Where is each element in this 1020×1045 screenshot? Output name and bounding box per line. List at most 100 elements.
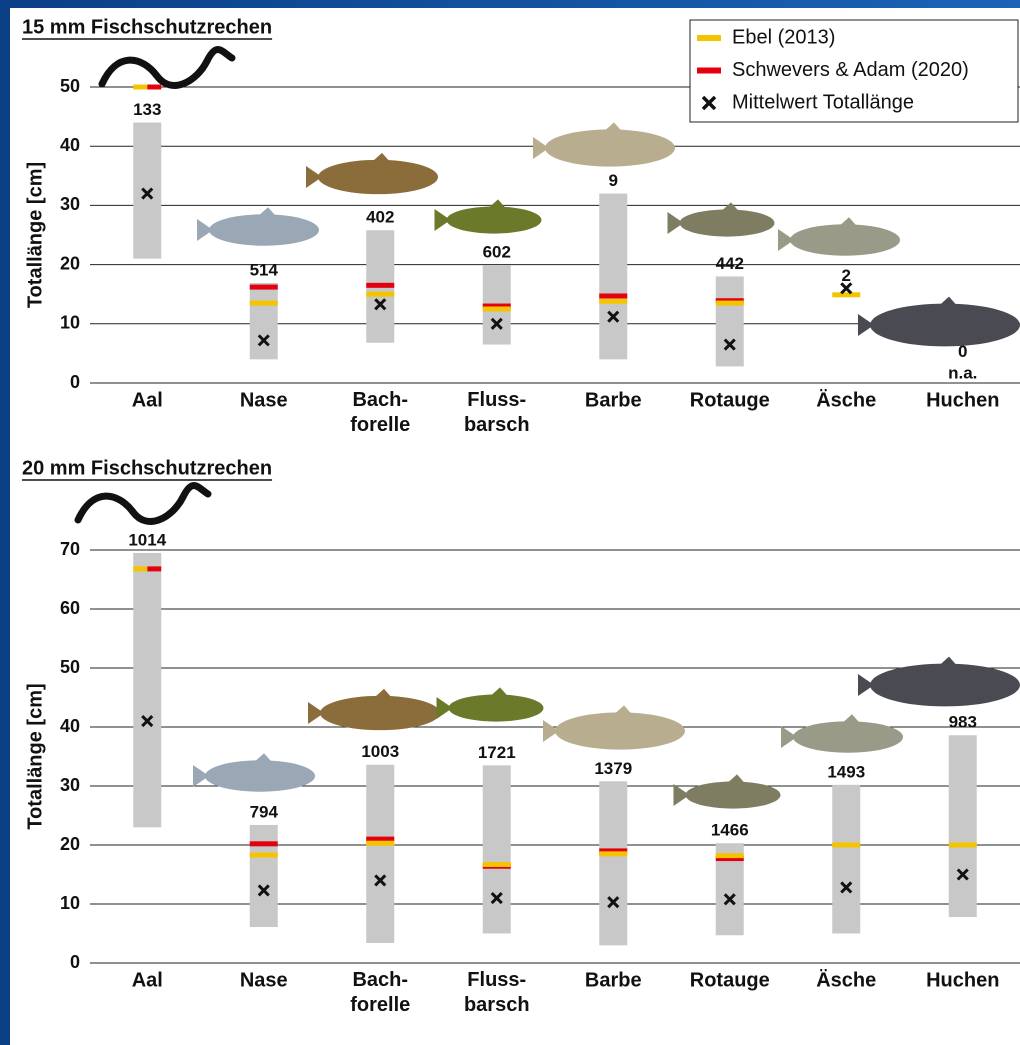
count-label: 514 xyxy=(250,260,279,279)
chart-title: 20 mm Fischschutzrechen xyxy=(22,457,272,479)
y-tick-label: 40 xyxy=(60,716,80,736)
reference-line xyxy=(832,843,860,848)
count-label: 794 xyxy=(250,802,279,821)
range-bar xyxy=(716,276,744,366)
reference-line xyxy=(366,841,394,846)
y-tick-label: 60 xyxy=(60,598,80,618)
text-line: forelle xyxy=(350,994,410,1016)
count-label: 1379 xyxy=(594,759,632,778)
panel-background xyxy=(10,8,1020,1045)
range-bar xyxy=(366,765,394,943)
fish-body xyxy=(680,209,775,236)
count-label: 2 xyxy=(842,266,851,285)
range-bar xyxy=(250,825,278,927)
x-tick-label: Rotauge xyxy=(690,389,770,411)
range-bar xyxy=(599,781,627,945)
count-label: 9 xyxy=(609,171,618,190)
chart-title: 15 mm Fischschutzrechen xyxy=(22,16,272,38)
reference-line xyxy=(147,566,161,571)
count-label: 602 xyxy=(483,243,511,262)
count-label: 402 xyxy=(366,208,394,227)
fish-body xyxy=(686,781,781,808)
reference-line xyxy=(716,853,744,858)
text-line: Fluss- xyxy=(467,389,526,411)
fish-body xyxy=(209,214,319,245)
reference-line xyxy=(599,299,627,304)
y-tick-label: 20 xyxy=(60,834,80,854)
fish-body xyxy=(320,696,440,730)
chart: 15 mm Fischschutzrechen Totallänge [cm] 0 1… xyxy=(0,0,1020,1045)
reference-line xyxy=(832,292,860,297)
legend-swatch xyxy=(697,68,721,74)
reference-line xyxy=(250,285,278,290)
y-tick-label: 50 xyxy=(60,76,80,96)
count-label: 1493 xyxy=(827,762,865,781)
fish-body xyxy=(870,664,1020,707)
page: 15 mm Fischschutzrechen Totallänge [cm] 0 1… xyxy=(0,0,1020,1045)
count-label: 442 xyxy=(716,254,744,273)
legend-label: Mittelwert Totallänge xyxy=(732,91,914,113)
x-tick-label: Nase xyxy=(240,389,288,411)
reference-line xyxy=(483,862,511,867)
range-bar xyxy=(599,194,627,360)
y-tick-label: 20 xyxy=(60,253,80,273)
legend-label: Schwevers & Adam (2020) xyxy=(732,59,969,81)
text-line: barsch xyxy=(464,994,530,1016)
x-tick-label: Nase xyxy=(240,969,288,991)
fish-body xyxy=(545,129,675,166)
range-bar xyxy=(832,785,860,934)
count-label: 1003 xyxy=(361,742,399,761)
y-tick-label: 0 xyxy=(70,952,80,972)
text-line: n.a. xyxy=(948,364,977,383)
y-tick-label: 30 xyxy=(60,194,80,214)
fish-body xyxy=(793,721,903,752)
range-bar xyxy=(250,283,278,359)
legend-swatch xyxy=(697,35,721,41)
reference-line xyxy=(949,843,977,848)
x-tick-label: Aal xyxy=(132,969,163,991)
fish-body xyxy=(205,760,315,791)
text-line: Fluss- xyxy=(467,969,526,991)
reference-line xyxy=(147,85,161,90)
reference-line xyxy=(716,301,744,306)
reference-line xyxy=(250,853,278,858)
reference-line xyxy=(250,841,278,846)
fish-body xyxy=(555,712,685,749)
x-tick-label: Barbe xyxy=(585,969,642,991)
y-tick-label: 40 xyxy=(60,135,80,155)
reference-line xyxy=(483,307,511,312)
fish-body xyxy=(449,694,544,721)
y-tick-label: 50 xyxy=(60,657,80,677)
x-tick-label: Huchen xyxy=(926,969,999,991)
legend-label: Ebel (2013) xyxy=(732,26,835,48)
reference-line xyxy=(366,283,394,288)
count-label: 133 xyxy=(133,100,161,119)
text-line: Bach- xyxy=(352,969,408,991)
fish-body xyxy=(870,304,1020,347)
text-line: forelle xyxy=(350,414,410,436)
y-axis-label: Totallänge [cm] xyxy=(24,162,46,308)
count-label: 1466 xyxy=(711,821,749,840)
y-axis-label: Totallänge [cm] xyxy=(24,683,46,829)
text-line: barsch xyxy=(464,414,530,436)
range-bar xyxy=(133,123,161,259)
reference-line xyxy=(599,293,627,298)
x-tick-label: Huchen xyxy=(926,389,999,411)
reference-line xyxy=(133,85,147,90)
x-tick-label: Äsche xyxy=(816,388,876,411)
reference-line xyxy=(133,566,147,571)
y-tick-label: 0 xyxy=(70,372,80,392)
y-tick-label: 10 xyxy=(60,893,80,913)
count-label: 1014 xyxy=(128,530,166,549)
fish-body xyxy=(790,224,900,255)
range-bar xyxy=(483,765,511,933)
x-tick-label: Aal xyxy=(132,389,163,411)
x-tick-label: Äsche xyxy=(816,968,876,991)
fish-body xyxy=(318,160,438,194)
y-tick-label: 70 xyxy=(60,539,80,559)
text-line: Bach- xyxy=(352,389,408,411)
fish-body xyxy=(447,206,542,233)
x-tick-label: Barbe xyxy=(585,389,642,411)
count-label: 1721 xyxy=(478,743,516,762)
range-bar xyxy=(133,553,161,827)
